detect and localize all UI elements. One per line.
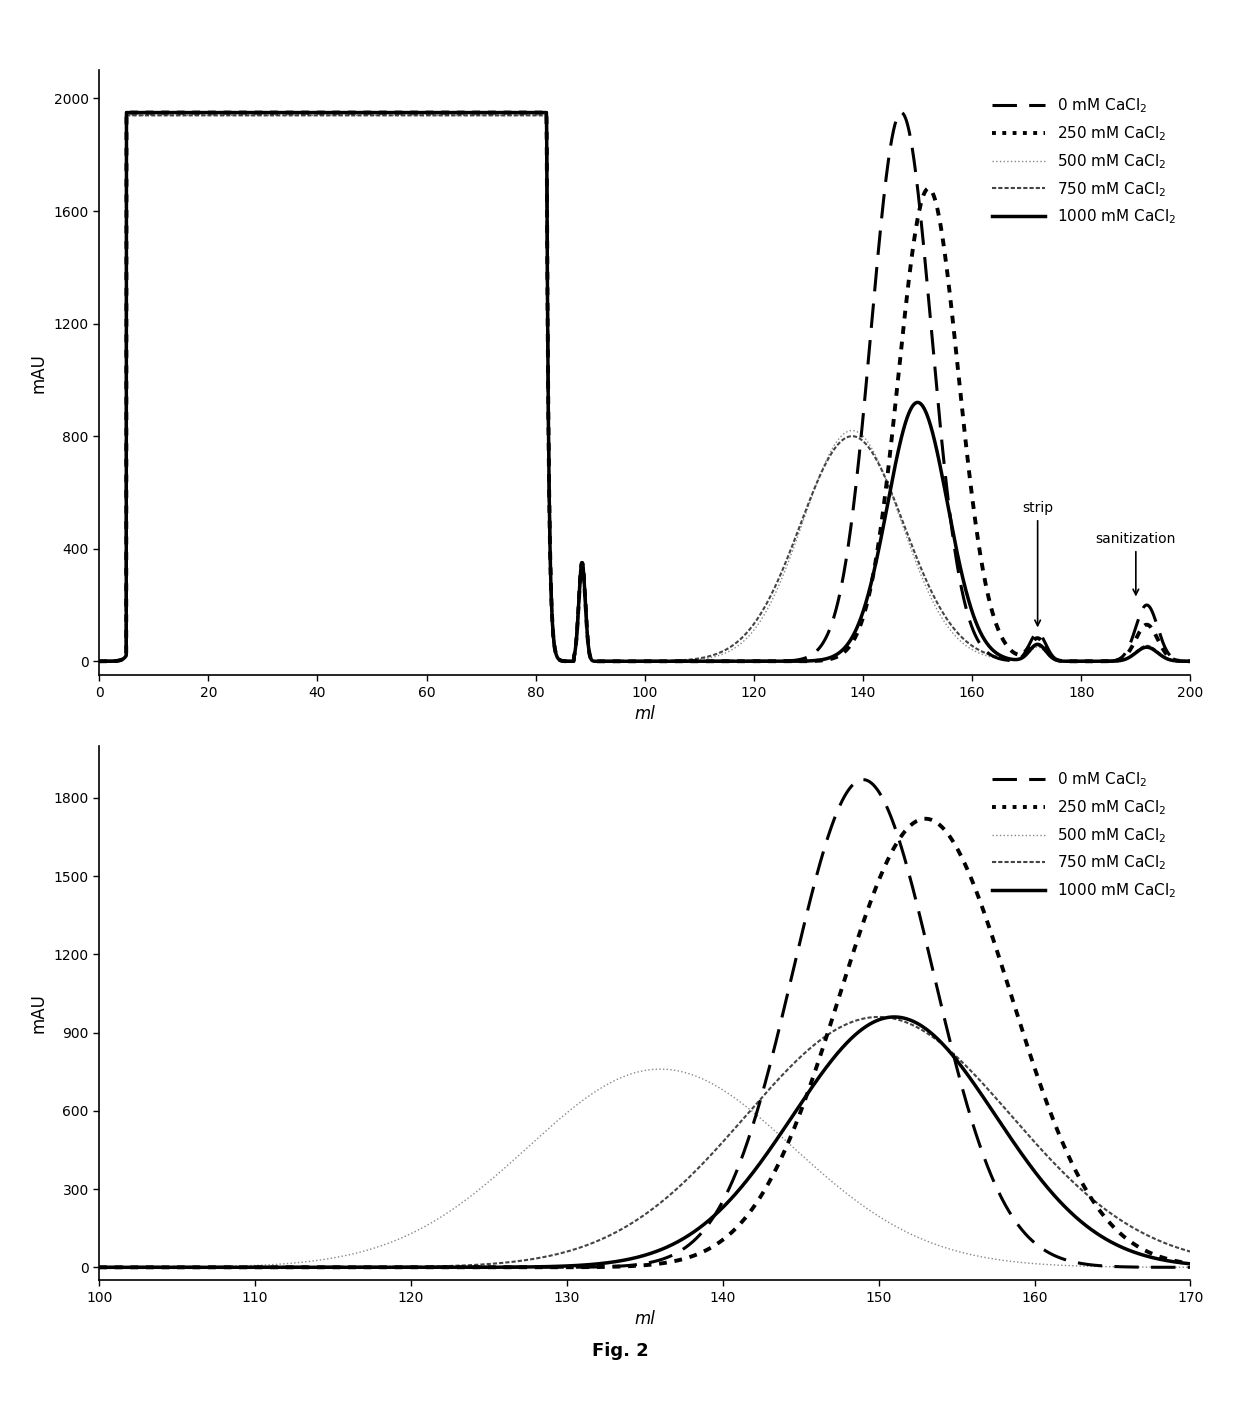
X-axis label: ml: ml [635,705,655,723]
Text: Fig. 2: Fig. 2 [591,1342,649,1359]
Legend: 0 mM CaCl$_2$, 250 mM CaCl$_2$, 500 mM CaCl$_2$, 750 mM CaCl$_2$, 1000 mM CaCl$_: 0 mM CaCl$_2$, 250 mM CaCl$_2$, 500 mM C… [986,764,1183,906]
Legend: 0 mM CaCl$_2$, 250 mM CaCl$_2$, 500 mM CaCl$_2$, 750 mM CaCl$_2$, 1000 mM CaCl$_: 0 mM CaCl$_2$, 250 mM CaCl$_2$, 500 mM C… [986,90,1183,232]
X-axis label: ml: ml [635,1310,655,1328]
Text: sanitization: sanitization [1096,532,1176,595]
Y-axis label: mAU: mAU [30,993,48,1033]
Y-axis label: mAU: mAU [30,353,48,393]
Text: strip: strip [1022,501,1053,626]
